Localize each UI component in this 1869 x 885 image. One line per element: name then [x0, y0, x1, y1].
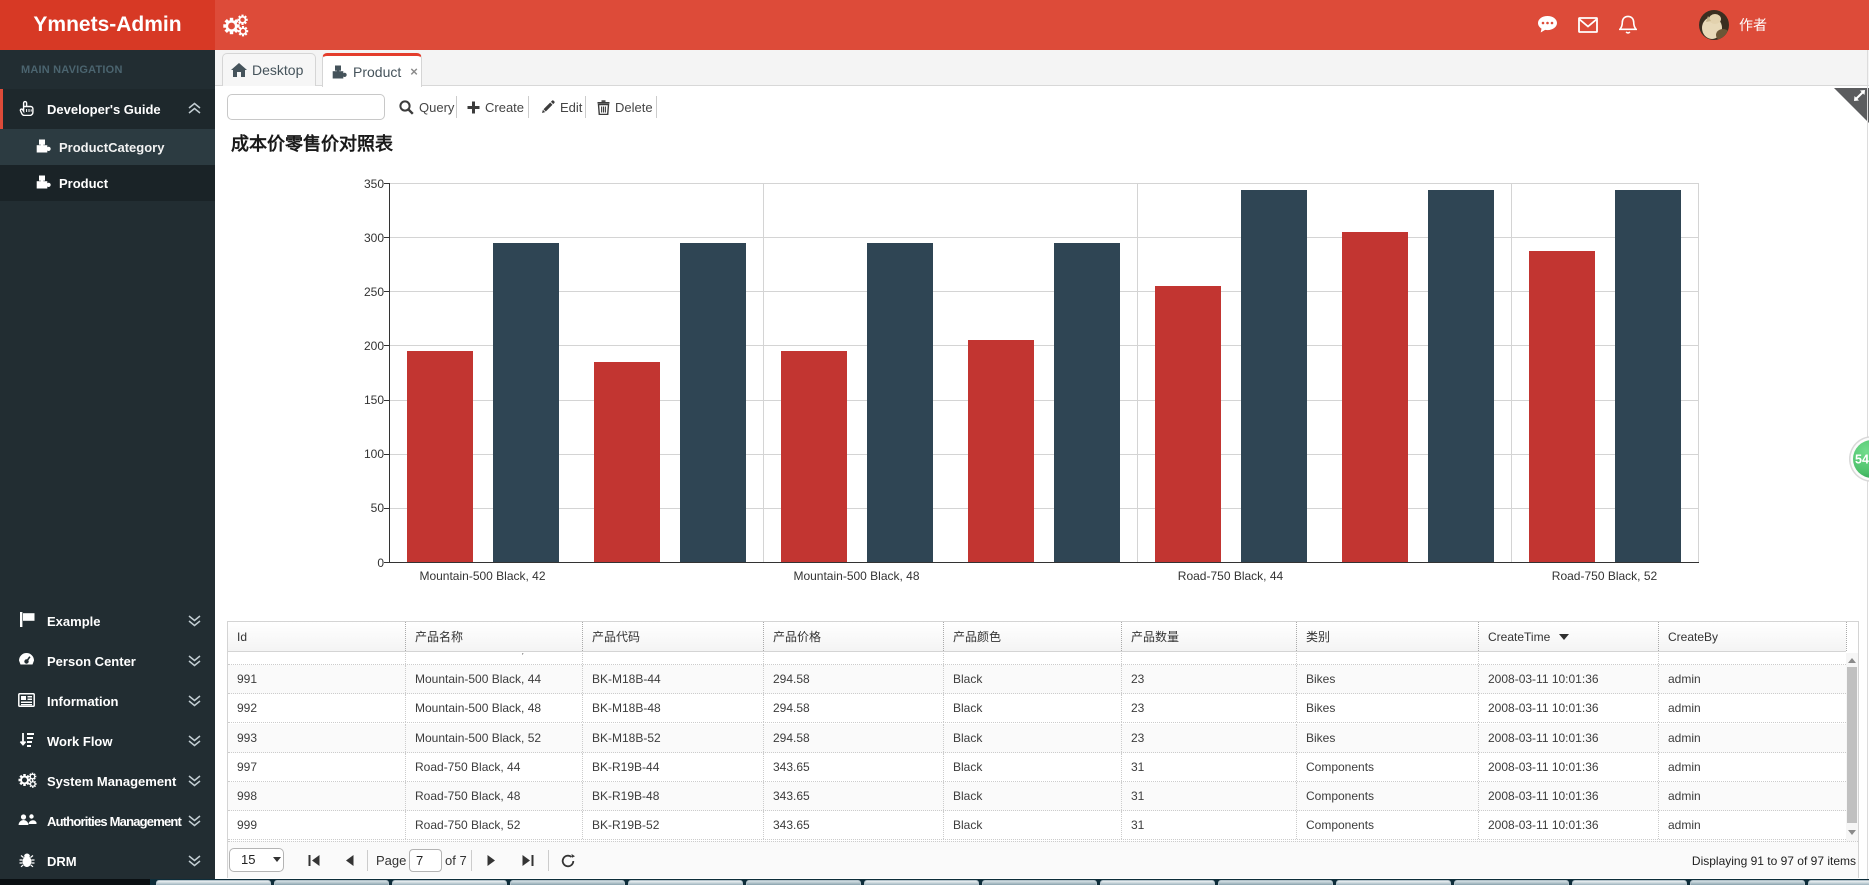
- svg-text:54: 54: [1855, 453, 1869, 467]
